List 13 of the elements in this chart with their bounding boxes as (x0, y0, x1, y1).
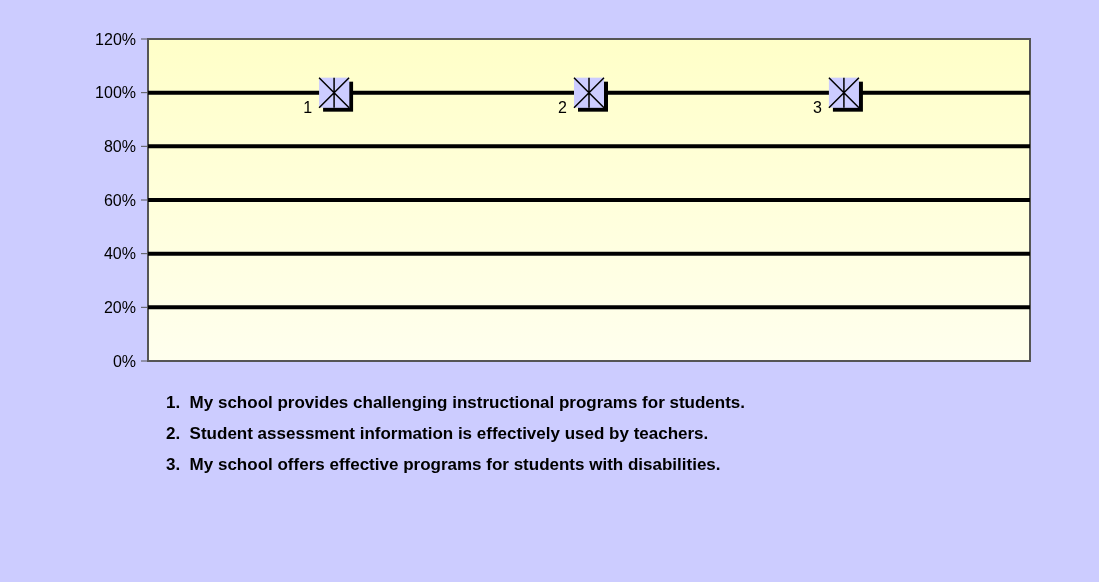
y-tick-label: 120% (95, 30, 136, 48)
text: 1. My school provides challenging instructional programs for students. (166, 393, 746, 412)
y-tick-label: 60% (103, 191, 136, 209)
x-tick-label: 2 (558, 98, 568, 116)
text: 2. Student assessment information is effectively used by teachers. (166, 424, 709, 443)
y-tick-label: 40% (103, 245, 136, 263)
x-tick-label: 1 (303, 98, 313, 116)
y-tick-label: 0% (112, 352, 136, 370)
y-tick-label: 100% (95, 84, 136, 102)
x-tick-label: 3 (813, 98, 823, 116)
y-tick-label: 80% (103, 137, 136, 155)
text: 3. My school offers effective programs for students with disabilities. (166, 455, 721, 474)
y-tick-label: 20% (103, 298, 136, 316)
